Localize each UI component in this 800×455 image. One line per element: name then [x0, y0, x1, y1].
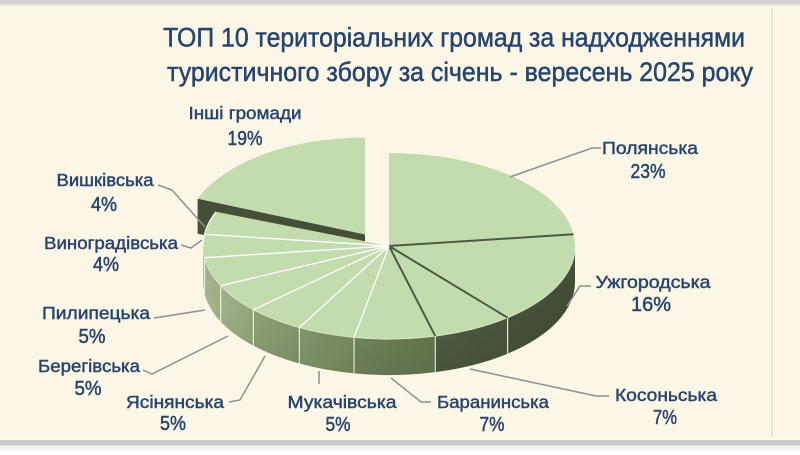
svg-text:Вишківська: Вишківська	[57, 170, 154, 190]
svg-text:Баранинська: Баранинська	[437, 392, 549, 412]
svg-text:5%: 5%	[79, 326, 106, 348]
svg-text:Мукачівська: Мукачівська	[288, 392, 397, 412]
svg-text:4%: 4%	[93, 254, 119, 276]
svg-text:Пилипецька: Пилипецька	[42, 303, 150, 323]
svg-text:Берегівська: Берегівська	[38, 356, 140, 376]
svg-text:Ясінянська: Ясінянська	[126, 392, 224, 412]
svg-text:5%: 5%	[160, 413, 186, 435]
svg-text:7%: 7%	[653, 407, 677, 429]
svg-text:7%: 7%	[480, 414, 505, 436]
svg-text:Косоньська: Косоньська	[615, 385, 717, 405]
svg-text:Інші громади: Інші громади	[189, 103, 302, 123]
svg-text:Полянська: Полянська	[602, 138, 698, 158]
svg-text:5%: 5%	[326, 414, 351, 436]
svg-text:Ужгородська: Ужгородська	[596, 272, 711, 292]
svg-text:23%: 23%	[631, 161, 666, 183]
svg-text:ТОП 10 територіальних громад з: ТОП 10 територіальних громад за надходже…	[163, 23, 745, 53]
svg-text:19%: 19%	[228, 128, 263, 150]
svg-text:туристичного збору за січень -: туристичного збору за січень - вересень …	[167, 57, 753, 87]
svg-text:4%: 4%	[91, 194, 117, 216]
svg-text:16%: 16%	[631, 294, 671, 316]
svg-text:5%: 5%	[75, 378, 102, 400]
svg-text:Виноградівська: Виноградівська	[44, 233, 178, 253]
